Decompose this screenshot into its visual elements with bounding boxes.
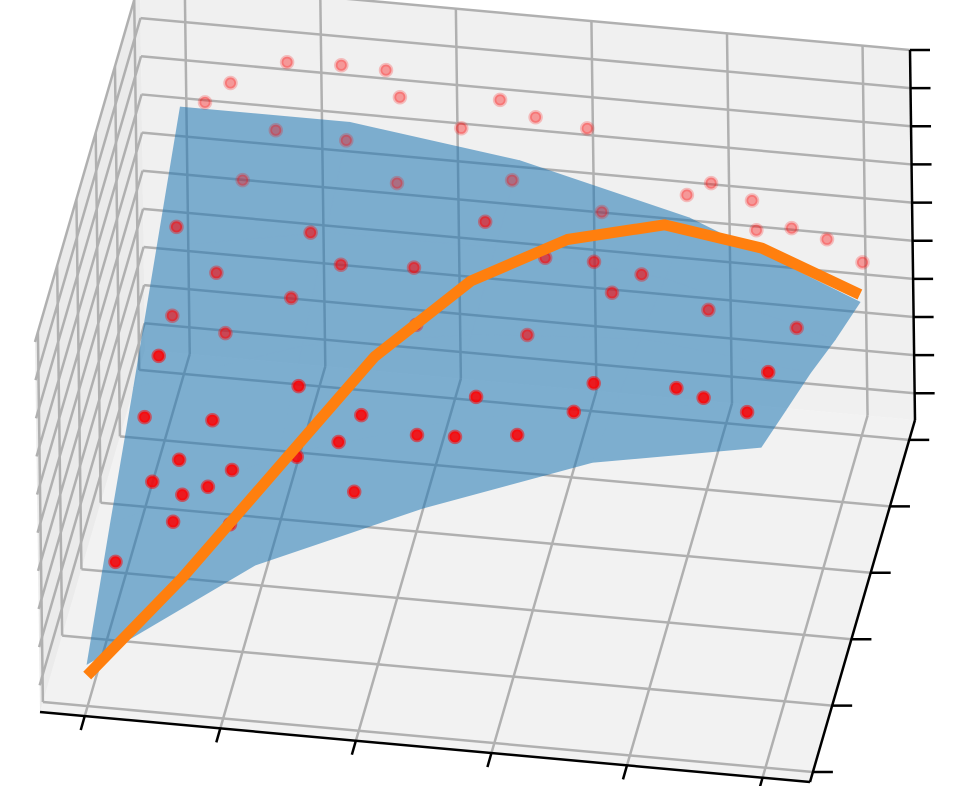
tick-mark bbox=[79, 715, 86, 731]
scatter-point bbox=[200, 479, 216, 495]
scatter-point bbox=[789, 320, 804, 336]
scatter-point bbox=[223, 75, 238, 91]
scatter-point bbox=[520, 327, 535, 343]
grid-line bbox=[42, 700, 814, 774]
scatter-point bbox=[218, 325, 233, 341]
scatter-point bbox=[303, 225, 318, 240]
scatter-point bbox=[504, 172, 520, 188]
grid-line bbox=[140, 16, 911, 90]
grid-line bbox=[35, 132, 144, 495]
scatter-point bbox=[354, 407, 369, 423]
scatter-point bbox=[454, 121, 469, 136]
scatter-point bbox=[749, 222, 764, 238]
scatter-point bbox=[784, 220, 799, 236]
scatter-point bbox=[165, 514, 181, 530]
grid-line bbox=[346, 0, 911, 52]
axis-line bbox=[908, 49, 917, 421]
scatter-point bbox=[634, 267, 649, 282]
scatter-point bbox=[235, 172, 250, 188]
scatter-point bbox=[378, 62, 394, 78]
scatter-point bbox=[701, 302, 716, 318]
scatter-point bbox=[409, 427, 425, 443]
scatter-point bbox=[447, 429, 463, 445]
grid-line bbox=[34, 17, 142, 381]
scatter-point bbox=[175, 487, 190, 503]
tick-mark bbox=[758, 777, 764, 786]
tick-mark bbox=[215, 728, 222, 743]
grid-line bbox=[140, 55, 912, 128]
grid-line bbox=[37, 284, 146, 648]
scatter-point bbox=[339, 133, 354, 148]
scatter-point bbox=[744, 193, 760, 208]
grid-line bbox=[37, 246, 145, 610]
scatter-point bbox=[586, 254, 602, 270]
scatter-point bbox=[477, 214, 493, 230]
scatter-point bbox=[137, 409, 152, 425]
scatter-point bbox=[679, 187, 695, 203]
scatter-point bbox=[165, 308, 180, 323]
scatter-point bbox=[334, 57, 349, 73]
scatter-point bbox=[579, 121, 595, 136]
surface bbox=[86, 106, 861, 665]
grid-line bbox=[36, 208, 145, 572]
grid-line bbox=[141, 93, 912, 166]
scatter-point bbox=[669, 380, 684, 396]
scatter-point bbox=[586, 375, 601, 391]
grid-line bbox=[761, 415, 869, 779]
scatter-point bbox=[594, 204, 610, 220]
surface-cell bbox=[156, 106, 351, 248]
grid-line bbox=[33, 0, 136, 343]
grid-line bbox=[35, 94, 143, 457]
scatter-point bbox=[406, 260, 422, 275]
grid-line bbox=[62, 634, 833, 707]
grid-line bbox=[36, 170, 144, 534]
scatter-point bbox=[604, 285, 620, 301]
scatter-point bbox=[509, 427, 525, 443]
scatter-point bbox=[819, 232, 835, 247]
scatter-point bbox=[169, 219, 184, 235]
scatter-point bbox=[279, 54, 295, 70]
scatter-point bbox=[392, 89, 408, 105]
scatter-point bbox=[108, 554, 123, 570]
axis-line bbox=[39, 710, 811, 784]
scatter-point bbox=[145, 474, 160, 490]
scatter-point bbox=[291, 378, 306, 394]
tick-mark bbox=[350, 740, 358, 756]
scatter-point bbox=[855, 255, 870, 270]
scatter-point bbox=[331, 434, 346, 450]
scatter-point bbox=[389, 175, 405, 191]
scatter-point bbox=[268, 122, 284, 138]
scatter-point bbox=[151, 348, 166, 364]
scatter-point bbox=[739, 404, 755, 420]
scatter-point bbox=[346, 484, 362, 500]
axis-line bbox=[808, 419, 917, 783]
scatter-point bbox=[224, 462, 240, 478]
curve bbox=[83, 219, 863, 680]
scatter-point bbox=[209, 265, 224, 281]
grid-line bbox=[625, 403, 734, 766]
scatter-point bbox=[205, 412, 220, 428]
scatter-point bbox=[703, 175, 719, 191]
tick-mark bbox=[486, 752, 493, 768]
grid-line bbox=[34, 55, 143, 419]
scatter-point bbox=[171, 452, 187, 468]
scatter-point bbox=[468, 389, 484, 405]
grid-line bbox=[861, 45, 869, 416]
scatter-point bbox=[696, 390, 711, 406]
scatter-point bbox=[528, 109, 543, 125]
scatter-point bbox=[283, 290, 299, 306]
scatter-point bbox=[333, 257, 349, 272]
scatter-point bbox=[197, 95, 213, 110]
scatter-point bbox=[566, 404, 582, 420]
surface-cell bbox=[664, 217, 861, 340]
grid-line bbox=[38, 322, 146, 686]
scatter-point bbox=[760, 364, 776, 380]
scatter-point bbox=[492, 92, 508, 108]
tick-mark bbox=[621, 765, 629, 780]
